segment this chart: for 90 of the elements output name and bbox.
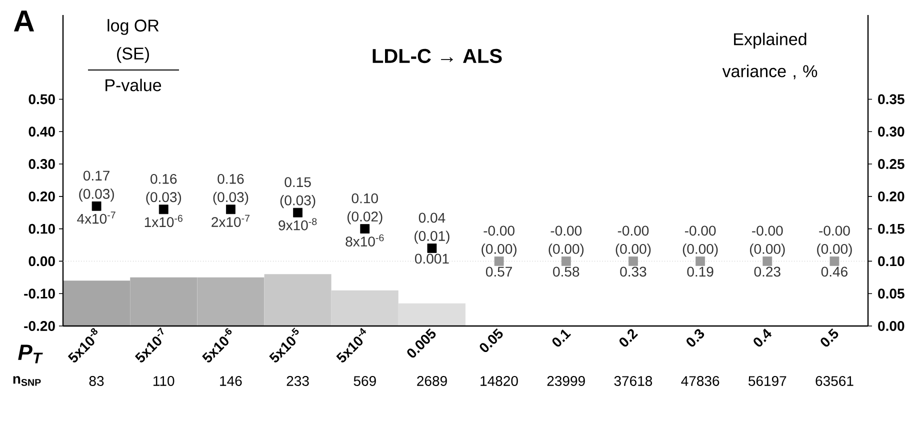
point [494,256,504,266]
point [628,256,638,266]
text: 146 [220,376,242,386]
point [92,201,102,211]
annotation: 0.19 [687,266,714,277]
annotation: 0.58 [553,266,580,277]
data-label: -0.00 [550,226,582,236]
y2-tick-label: 0.20 [878,191,904,202]
text: A [14,10,34,32]
y-tick-label: 0.00 [28,256,55,266]
annotation: (0.01) [414,230,450,244]
annotation: (0.02) [347,211,382,224]
annotation: (0.00) [817,244,852,257]
data-label: 0.10 [352,193,378,204]
annotation: 0.46 [821,266,848,277]
annotation: 0.57 [486,266,512,277]
annotation: (0.03) [280,195,316,208]
x-tick-label: 0.5 [820,328,838,347]
y-tick-label: 0.30 [28,159,55,169]
text: 37618 [614,376,652,386]
point [360,224,370,234]
annotation: 0.23 [754,266,780,277]
text: LDL-C → ALS [372,48,502,64]
point [830,256,840,266]
y2-tick-label: 0.30 [878,126,904,137]
annotation: (0.00) [616,244,651,257]
text: 14820 [480,376,518,386]
x-tick-label: 0.05 [480,328,503,352]
x-tick-label: 0.2 [619,329,638,347]
text: 23999 [547,376,585,386]
annotation: 2x10$^{-7}$ [212,214,250,227]
data-label: -0.00 [484,226,514,236]
data-label: 0.04 [418,212,446,223]
y2-tick-label: 0.00 [878,321,904,331]
y2-tick-label: 0.35 [878,94,904,104]
point [762,256,772,266]
annotation: 8x10$^{-6}$ [346,234,384,247]
annotation: 0.33 [620,266,646,277]
annotation: (0.00) [548,244,584,257]
data-label: -0.00 [684,226,716,236]
data-label: 0.17 [83,170,110,181]
y-tick-label: -0.20 [24,321,55,331]
text: 2689 [417,376,447,386]
y-tick-label: 0.20 [28,191,55,202]
point [561,256,571,266]
annotation: (0.03) [79,188,114,202]
data-label: 0.15 [284,177,311,188]
y2-tick-label: 0.10 [878,256,904,266]
y2-tick-label: 0.25 [878,159,904,169]
point [696,256,706,266]
annotation: (0.03) [146,192,182,205]
annotation: 4x10$^{-7}$ [77,212,116,224]
data-label: -0.00 [752,226,783,236]
point [427,244,437,253]
x-tick-label: 0.4 [754,328,772,347]
text: 83 [89,376,104,386]
point [293,208,302,218]
y-tick-label: 0.40 [28,126,55,137]
annotation: 0.001 [415,254,449,264]
annotation: (0.00) [682,244,718,257]
text: 110 [154,376,174,386]
y-tick-label: 0.10 [28,224,55,234]
annotation: (0.00) [482,244,516,257]
y2-tick-label: 0.15 [878,224,904,234]
point [158,204,168,214]
data-label: 0.16 [218,174,244,184]
point [226,204,236,214]
x-axis-title: P$_{T}$ [18,344,43,364]
data-label: 0.16 [150,174,177,184]
annotation: (0.00) [750,244,785,257]
annotation: log OR [108,19,159,35]
text: 56197 [748,376,786,386]
annotation: 1x10$^{-6}$ [144,214,182,228]
y-tick-label: -0.10 [24,288,55,299]
x-tick-label: 0.3 [686,329,704,347]
annotation: P-value [106,78,162,92]
y2-tick-label: 0.05 [878,288,904,299]
y-tick-label: 0.50 [28,94,55,104]
data-label: -0.00 [819,226,850,236]
text: 63561 [816,376,854,386]
annotation: 9x10$^{-8}$ [278,218,317,230]
text: 233 [286,376,309,386]
y2-axis-title: Explained variance , % [722,32,818,80]
text: 47836 [681,376,720,386]
text: n$_{SNP}$ [13,376,41,386]
x-tick-label: 0.1 [552,330,572,347]
text: 569 [354,376,376,386]
annotation: (SE) [117,47,149,63]
data-label: -0.00 [618,226,649,236]
annotation: (0.03) [213,192,248,205]
